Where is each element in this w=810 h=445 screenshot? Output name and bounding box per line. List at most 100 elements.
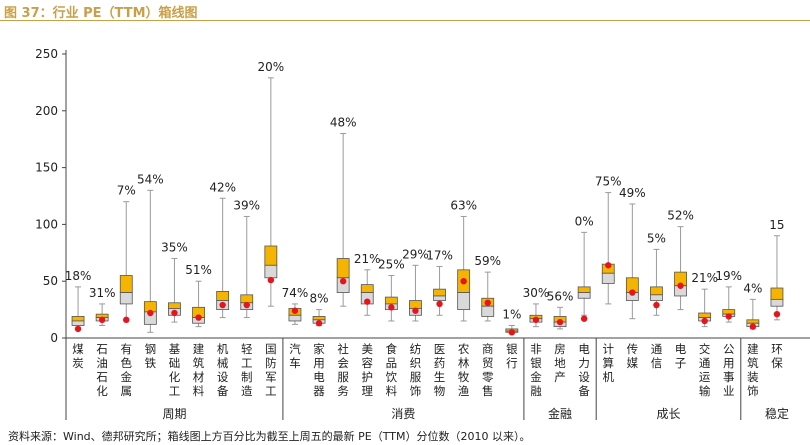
category-label-char: 贸: [482, 356, 494, 370]
category-label-char: 煤: [72, 342, 84, 356]
box-lower-quartile: [119, 292, 133, 305]
category-label-char: 用: [723, 356, 735, 370]
percentile-label: 30%: [523, 286, 550, 300]
category-label-char: 银: [506, 342, 518, 356]
category-label-char: 有: [121, 342, 133, 356]
percentile-label: 15: [769, 218, 784, 232]
percentile-label: 1%: [502, 308, 521, 322]
category-label-char: 生: [434, 370, 446, 384]
category-label-char: 药: [434, 356, 446, 370]
category-label-char: 建: [193, 342, 205, 356]
percentile-label: 21%: [691, 271, 718, 285]
current-pe-marker: [629, 289, 636, 296]
category-label-char: 化: [96, 384, 108, 398]
percentile-label: 4%: [743, 281, 762, 295]
box-upper-quartile: [264, 245, 278, 266]
category-label-char: 非: [530, 342, 542, 356]
category-label-char: 汽: [289, 342, 301, 356]
percentile-label: 25%: [378, 258, 405, 272]
y-tick-label: 50: [43, 274, 58, 288]
box-upper-quartile: [770, 287, 784, 300]
percentile-label: 8%: [310, 292, 329, 306]
current-pe-marker: [243, 301, 250, 309]
category-label-char: 输: [699, 384, 711, 398]
percentile-label: 54%: [137, 172, 164, 186]
box-upper-quartile: [650, 286, 663, 296]
box-lower-quartile: [577, 292, 591, 299]
current-pe-marker: [74, 325, 82, 333]
current-pe-marker: [339, 278, 347, 285]
percentile-label: 20%: [258, 60, 285, 74]
category-label-char: 炭: [72, 356, 84, 370]
category-label-char: 建: [747, 342, 759, 356]
percentile-label: 18%: [65, 269, 92, 283]
category-label-char: 林: [458, 356, 470, 370]
current-pe-marker: [773, 310, 781, 318]
category-label-char: 金: [121, 370, 133, 384]
percentile-label: 29%: [402, 247, 429, 261]
category-label-char: 饰: [747, 384, 759, 398]
group-label: 金融: [548, 406, 572, 421]
current-pe-marker: [171, 309, 178, 317]
category-label-char: 事: [723, 370, 735, 384]
category-label-char: 轻: [241, 342, 253, 356]
category-label-char: 家: [313, 342, 325, 356]
percentile-label: 42%: [209, 180, 236, 194]
category-label-char: 渔: [458, 384, 470, 398]
box-lower-quartile: [481, 305, 495, 317]
category-label-char: 材: [193, 370, 205, 384]
box-lower-quartile: [457, 292, 471, 310]
current-pe-marker: [412, 307, 419, 314]
current-pe-marker: [98, 316, 106, 324]
box-lower-quartile: [433, 295, 446, 301]
category-label-char: 机: [603, 370, 615, 384]
category-label-char: 农: [458, 342, 470, 356]
category-label-char: 计: [603, 342, 615, 356]
category-label-char: 器: [313, 384, 325, 398]
percentile-label: 21%: [354, 252, 381, 266]
category-label-char: 服: [337, 370, 349, 384]
category-label-char: 铁: [145, 356, 157, 370]
box-upper-quartile: [360, 284, 374, 293]
percentile-label: 75%: [595, 175, 622, 189]
current-pe-marker: [267, 276, 275, 284]
category-label-char: 交: [699, 342, 711, 356]
figure-title: 图 37：行业 PE（TTM）箱线图: [4, 6, 198, 21]
category-label-char: 备: [578, 384, 590, 398]
category-label-char: 电: [313, 370, 325, 384]
category-label-char: 料: [386, 384, 398, 398]
current-pe-marker: [580, 315, 588, 322]
current-pe-marker: [725, 313, 732, 320]
y-tick-label: 250: [35, 47, 58, 61]
percentile-label: 39%: [233, 198, 260, 212]
category-label-char: 设: [578, 370, 590, 384]
y-tick-label: 100: [35, 217, 58, 231]
category-label-char: 防: [265, 356, 277, 370]
category-label-char: 军: [265, 370, 277, 384]
current-pe-marker: [749, 323, 757, 330]
category-label-char: 美: [362, 342, 374, 356]
category-label-char: 筑: [747, 356, 759, 370]
category-label-char: 银: [530, 356, 542, 370]
percentile-label: 56%: [547, 289, 574, 303]
category-label-char: 算: [603, 356, 615, 370]
category-label-char: 油: [96, 356, 108, 370]
box-upper-quartile: [119, 275, 133, 293]
percentile-label: 74%: [282, 286, 309, 300]
box-lower-quartile: [770, 298, 784, 307]
y-tick-label: 150: [35, 161, 58, 175]
percentile-label: 63%: [450, 198, 477, 212]
source-note: 资料来源：Wind、德邦研究所；箱线图上方百分比为截至上周五的最新 PE（TTM…: [8, 430, 531, 443]
current-pe-marker: [484, 299, 491, 306]
box-upper-quartile: [384, 296, 398, 305]
category-label-char: 品: [386, 356, 398, 370]
box-upper-quartile: [336, 258, 350, 279]
category-label-char: 商: [482, 342, 494, 356]
current-pe-marker: [147, 309, 154, 317]
percentile-label: 51%: [185, 263, 212, 277]
current-pe-marker: [460, 278, 467, 285]
category-label-char: 房: [554, 342, 566, 356]
current-pe-marker: [315, 320, 323, 327]
category-label-char: 钢: [145, 342, 157, 356]
